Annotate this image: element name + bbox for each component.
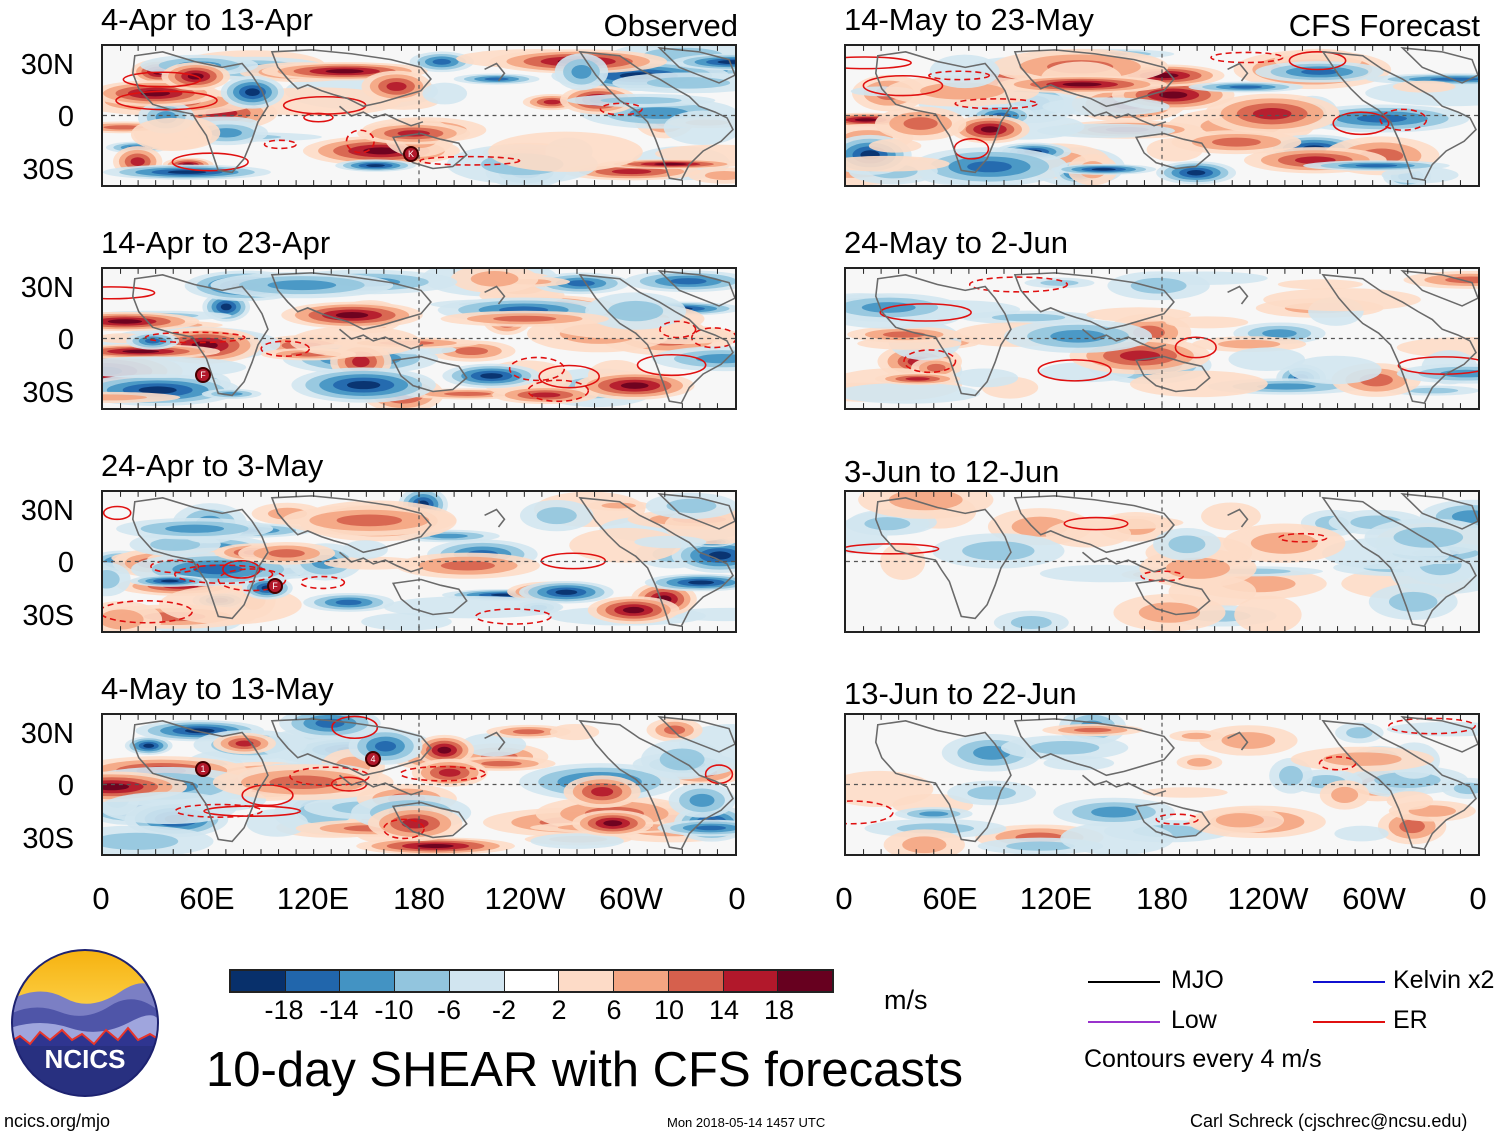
colorbar-tick-label: -10 xyxy=(374,995,414,1025)
map-panel-obs-2: F xyxy=(101,267,737,410)
colorbar-tick-label: -6 xyxy=(436,995,462,1025)
panel-title-fc-2: 24-May to 2-Jun xyxy=(844,225,1068,260)
footer-url[interactable]: ncics.org/mjo xyxy=(4,1111,111,1131)
lon-label-120w: 120W xyxy=(1227,881,1309,916)
lat-label-30s: 30S xyxy=(22,154,74,186)
colorbar-tick-label: -14 xyxy=(319,995,359,1025)
legend-er: ER xyxy=(1393,1006,1428,1034)
colorbar-box xyxy=(722,971,778,991)
main-title: 10-day SHEAR with CFS forecasts xyxy=(206,1043,964,1097)
panel-title-fc-4: 13-Jun to 22-Jun xyxy=(844,676,1077,711)
lon-label-0: 0 xyxy=(92,881,110,916)
colorbar-units: m/s xyxy=(884,985,928,1015)
panel-title-fc-3: 3-Jun to 12-Jun xyxy=(844,454,1060,489)
colorbar-tick-label: 18 xyxy=(763,995,795,1025)
lat-label-eq: 0 xyxy=(57,770,74,802)
lon-label-120e: 120E xyxy=(276,881,350,916)
footer-timestamp: Mon 2018-05-14 1457 UTC xyxy=(667,1115,826,1130)
colorbar-tick-label: 14 xyxy=(708,995,740,1025)
colorbar-box xyxy=(339,971,395,991)
colorbar-box xyxy=(777,971,833,991)
colorbar-tick-label: 2 xyxy=(551,995,567,1025)
lon-label-180: 180 xyxy=(1136,881,1188,916)
legend-er-line xyxy=(1313,1021,1385,1023)
logo-text: NCICS xyxy=(45,1044,126,1074)
map-panel-obs-3: F xyxy=(101,490,737,633)
colorbar-box xyxy=(284,971,340,991)
lat-label-30s: 30S xyxy=(22,823,74,855)
colorbar-tick-label: -2 xyxy=(491,995,517,1025)
lon-label-60e: 60E xyxy=(922,881,978,916)
map-panel-fc-4 xyxy=(844,713,1480,856)
colorbar-box xyxy=(667,971,723,991)
legend-kelvin: Kelvin x2 xyxy=(1393,966,1495,994)
panel-title-obs-2: 14-Apr to 23-Apr xyxy=(101,225,331,260)
colorbar-box xyxy=(503,971,559,991)
legend-kelvin-line xyxy=(1313,981,1385,983)
cyclone-marker: F xyxy=(267,578,283,594)
cyclone-marker: 1 xyxy=(195,761,211,777)
legend-low-line xyxy=(1088,1021,1160,1023)
legend-note: Contours every 4 m/s xyxy=(1084,1045,1322,1073)
panel-title-fc-1: 14-May to 23-May xyxy=(844,2,1094,37)
lon-label-0-end: 0 xyxy=(1469,881,1487,916)
panel-title-obs-1: 4-Apr to 13-Apr xyxy=(101,2,313,37)
cyclone-marker: K xyxy=(403,146,419,162)
lon-label-120w: 120W xyxy=(484,881,566,916)
lat-label-eq: 0 xyxy=(57,101,74,133)
legend-mjo: MJO xyxy=(1171,966,1224,994)
lon-label-0-end: 0 xyxy=(728,881,746,916)
map-panel-fc-2 xyxy=(844,267,1480,410)
lat-label-30n: 30N xyxy=(20,718,74,750)
map-panel-fc-3 xyxy=(844,490,1480,633)
cyclone-marker: F xyxy=(195,367,211,383)
lat-label-eq: 0 xyxy=(57,547,74,579)
lat-label-30n: 30N xyxy=(20,495,74,527)
colorbar-box xyxy=(448,971,504,991)
panel-title-obs-3: 24-Apr to 3-May xyxy=(101,448,324,483)
lon-label-180: 180 xyxy=(393,881,445,916)
colorbar-tick-label: 10 xyxy=(653,995,685,1025)
lon-label-60w: 60W xyxy=(1342,881,1406,916)
forecast-header: CFS Forecast xyxy=(1288,8,1480,43)
colorbar-box xyxy=(558,971,614,991)
lat-label-30s: 30S xyxy=(22,600,74,632)
lon-label-120e: 120E xyxy=(1019,881,1093,916)
legend-low: Low xyxy=(1171,1006,1217,1034)
lon-label-60e: 60E xyxy=(179,881,235,916)
lon-label-60w: 60W xyxy=(599,881,663,916)
colorbar-box xyxy=(613,971,668,991)
panel-title-obs-4: 4-May to 13-May xyxy=(101,671,334,706)
lon-label-0: 0 xyxy=(835,881,853,916)
colorbar-box xyxy=(394,971,449,991)
lat-label-30s: 30S xyxy=(22,377,74,409)
lat-label-30n: 30N xyxy=(20,49,74,81)
colorbar-box xyxy=(231,971,285,991)
lat-label-30n: 30N xyxy=(20,272,74,304)
cyclone-marker: 4 xyxy=(365,751,381,767)
map-panel-fc-1 xyxy=(844,44,1480,187)
colorbar xyxy=(229,969,834,993)
legend-mjo-line xyxy=(1088,981,1160,983)
ncics-logo: NCICS xyxy=(10,948,160,1098)
colorbar-tick-label: 6 xyxy=(606,995,622,1025)
footer-author[interactable]: Carl Schreck (cjschrec@ncsu.edu) xyxy=(1190,1111,1468,1131)
map-panel-obs-1: K xyxy=(101,44,737,187)
lat-label-eq: 0 xyxy=(57,324,74,356)
observed-header: Observed xyxy=(603,8,738,43)
colorbar-tick-label: -18 xyxy=(264,995,304,1025)
